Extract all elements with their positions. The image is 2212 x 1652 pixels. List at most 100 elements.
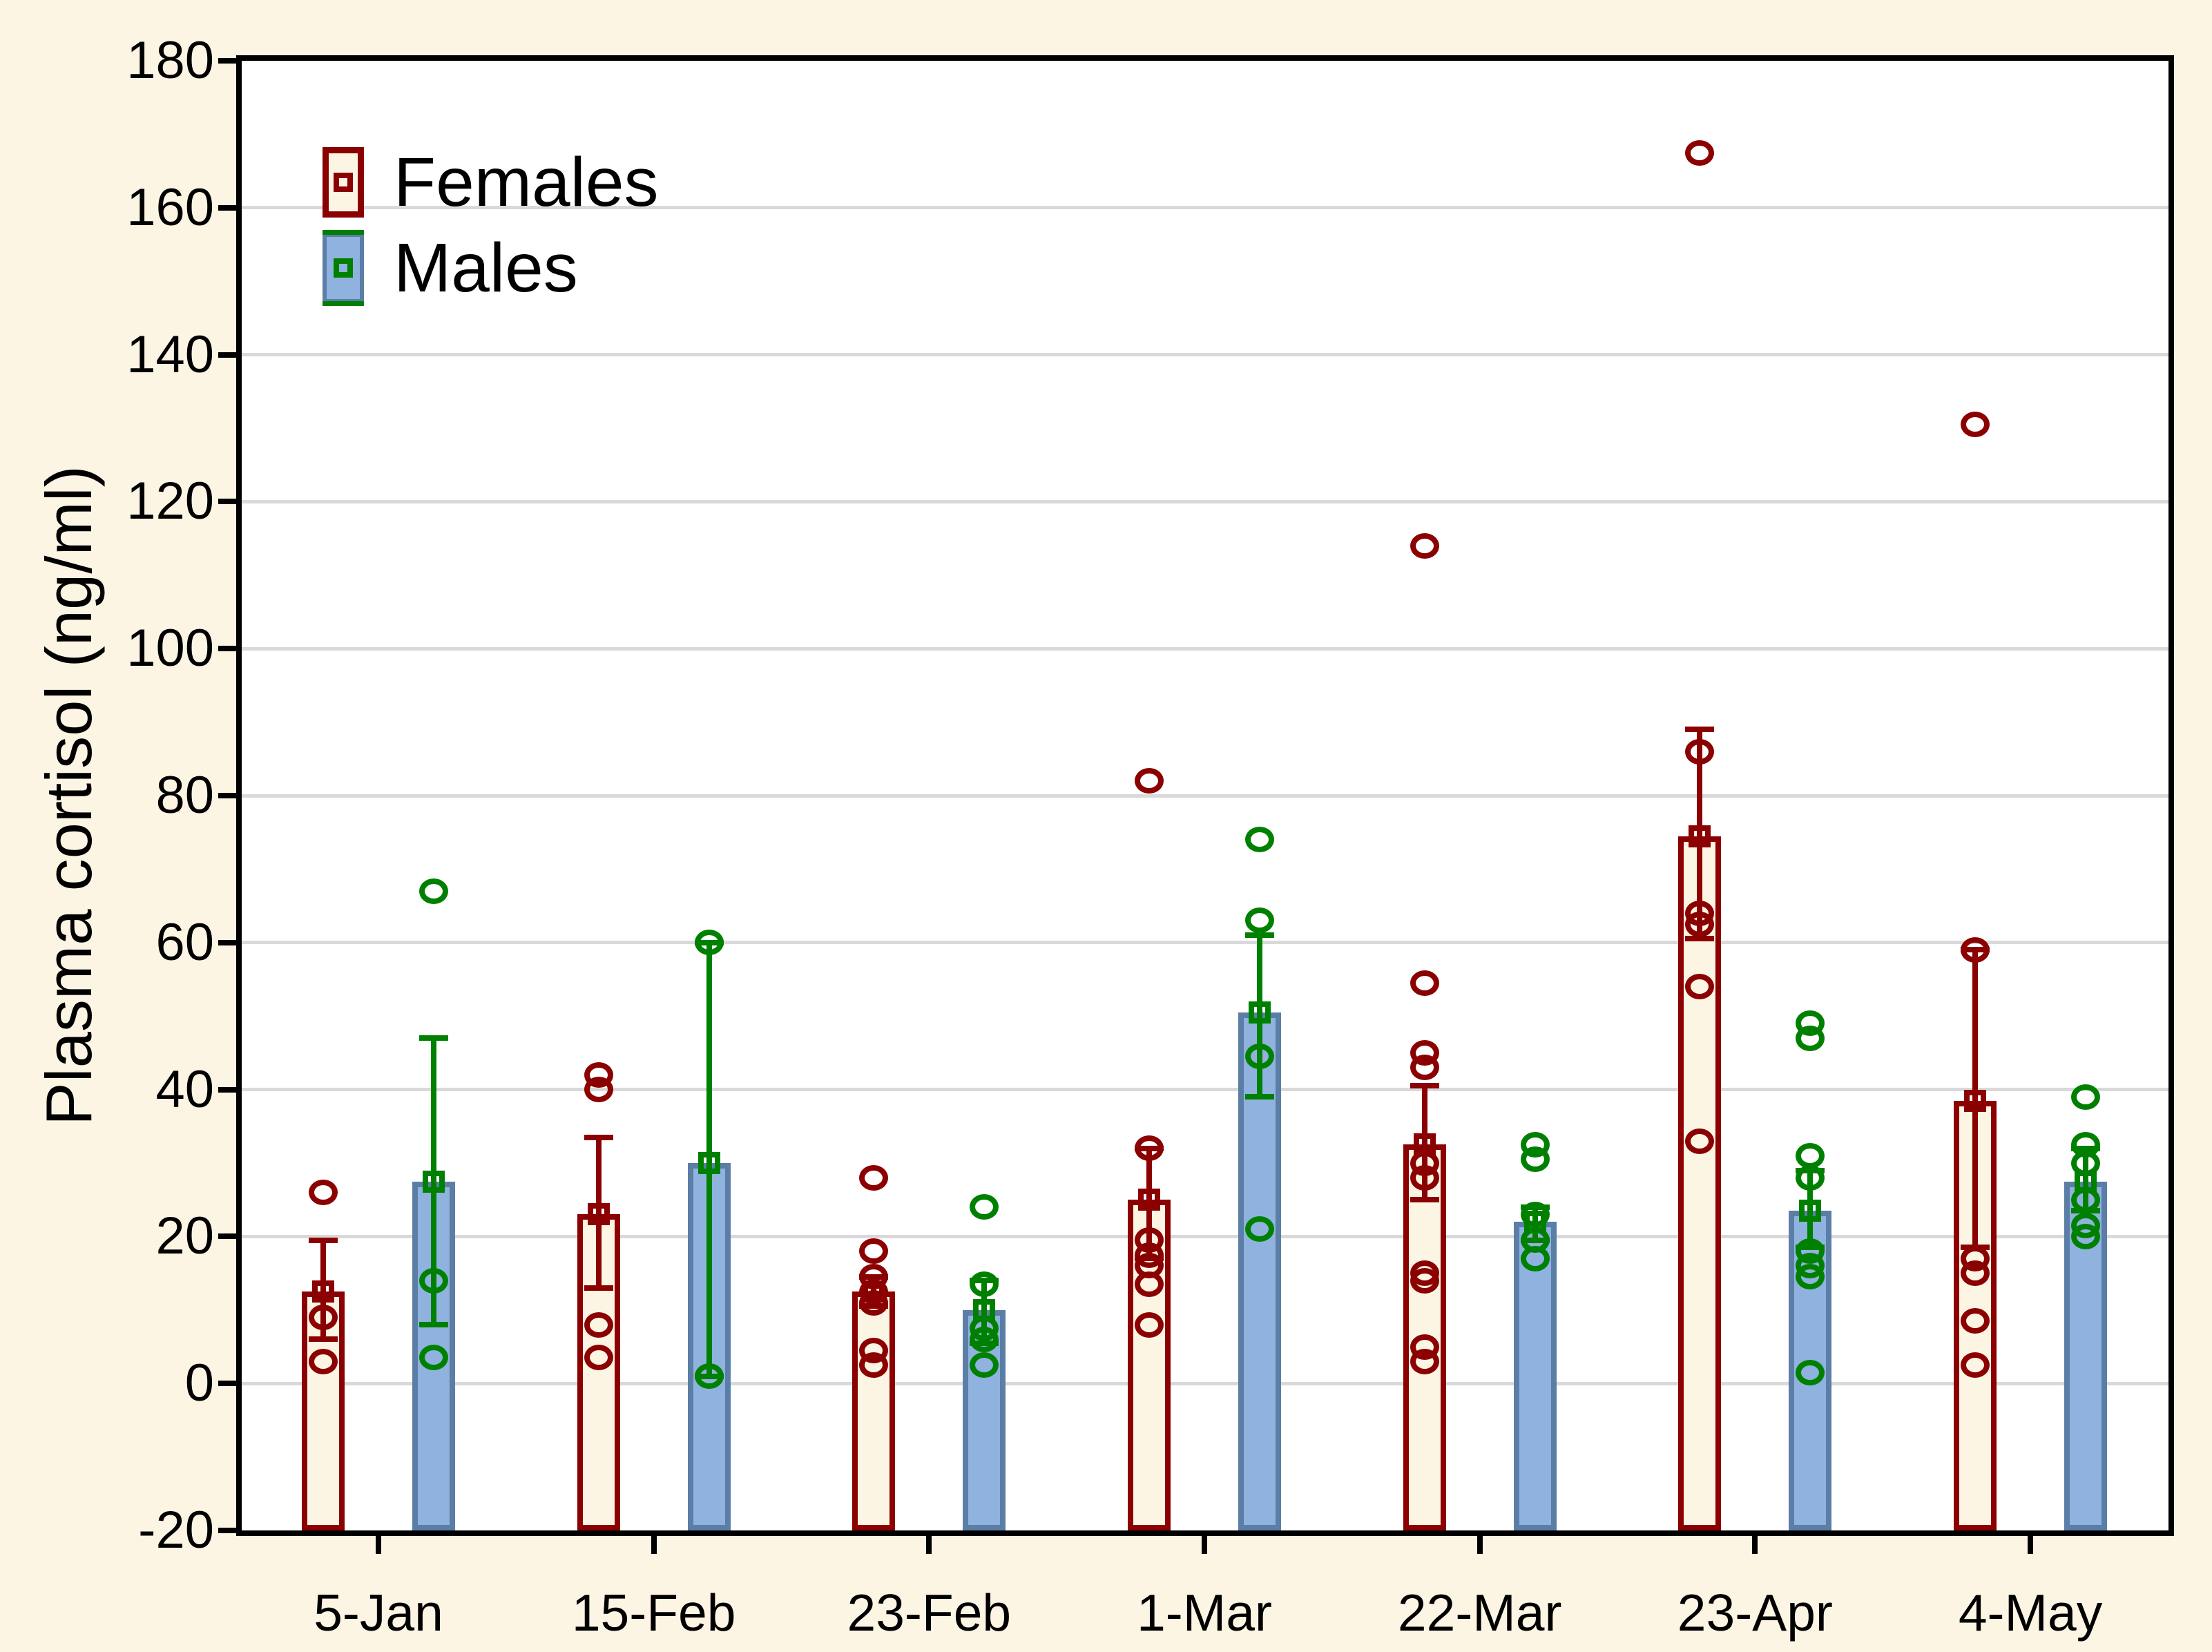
males-data-point-4-May-2 (2071, 1150, 2101, 1176)
gridline-60 (242, 941, 2168, 945)
females-data-point-1-Mar-0 (1135, 768, 1164, 794)
females-data-point-22-Mar-9 (1410, 1348, 1439, 1374)
y-tick-label-0: 0 (184, 1354, 214, 1413)
females-mean-marker-23-Apr (1689, 825, 1711, 847)
females-data-point-1-Mar-1 (1135, 1135, 1164, 1162)
males-data-point-5-Jan-2 (419, 1345, 448, 1371)
males-data-point-4-May-0 (2071, 1084, 2101, 1110)
females-data-point-23-Apr-4 (1685, 974, 1715, 1000)
gridline-160 (242, 206, 2168, 210)
males-error-bar-23-Apr (1807, 1170, 1814, 1248)
x-tick-label-23-Feb: 23-Feb (847, 1584, 1012, 1642)
legend-marker-males (334, 258, 353, 278)
gridline-0 (242, 1381, 2168, 1385)
males-data-point-23-Apr-7 (1796, 1359, 1825, 1385)
females-error-cap-top-15-Feb (584, 1134, 613, 1140)
x-tick-label-23-Apr: 23-Apr (1677, 1584, 1833, 1642)
females-error-bar-1-Mar (1146, 1148, 1152, 1259)
legend-label-females: Females (394, 144, 659, 221)
females-bar-22-Mar (1403, 1144, 1446, 1530)
females-mean-marker-4-May (1964, 1089, 1987, 1112)
males-mean-marker-15-Feb (698, 1152, 720, 1174)
y-tick-80 (218, 793, 236, 798)
y-tick-160 (218, 204, 236, 211)
y-tick-180 (218, 58, 236, 64)
females-data-point-4-May-0 (1961, 412, 1990, 438)
females-data-point-1-Mar-6 (1135, 1312, 1164, 1338)
y-axis-title: Plasma cortisol (ng/ml) (32, 465, 105, 1126)
females-data-point-22-Mar-1 (1410, 970, 1439, 996)
males-error-cap-bottom-1-Mar (1245, 1094, 1274, 1100)
females-error-bar-5-Jan (320, 1240, 326, 1340)
legend-swatch-males-bottom-edge (323, 301, 364, 306)
males-data-point-1-Mar-2 (1245, 1044, 1274, 1070)
x-tick-label-22-Mar: 22-Mar (1397, 1584, 1562, 1642)
males-data-point-23-Feb-3 (970, 1326, 999, 1352)
females-error-cap-top-22-Mar (1410, 1083, 1439, 1089)
males-error-bar-23-Feb (981, 1280, 988, 1343)
females-bar-23-Feb (852, 1291, 896, 1530)
x-tick-1-Mar (1202, 1536, 1207, 1554)
males-error-bar-4-May (2083, 1148, 2089, 1211)
females-data-point-23-Apr-3 (1685, 911, 1715, 937)
females-data-point-22-Mar-5 (1410, 1164, 1439, 1191)
y-tick-label-60: 60 (155, 912, 214, 972)
females-mean-marker-1-Mar (1138, 1189, 1160, 1211)
males-data-point-5-Jan-1 (419, 1267, 448, 1294)
females-data-point-22-Mar-0 (1410, 532, 1439, 559)
y-tick-label-120: 120 (126, 472, 214, 531)
females-error-bar-4-May (1972, 950, 1979, 1248)
males-mean-marker-23-Apr (1799, 1200, 1822, 1222)
males-data-point-22-Mar-4 (1520, 1245, 1550, 1271)
females-data-point-15-Feb-3 (584, 1345, 613, 1371)
males-data-point-15-Feb-1 (694, 1363, 724, 1390)
legend-swatch-males-top-edge (323, 230, 364, 235)
y-tick-140 (218, 352, 236, 358)
gridline-80 (242, 794, 2168, 798)
females-mean-marker-5-Jan (312, 1280, 334, 1303)
males-data-point-5-Jan-0 (419, 878, 448, 904)
males-data-point-1-Mar-3 (1245, 1216, 1274, 1242)
y-tick-label-160: 160 (126, 177, 214, 237)
males-data-point-22-Mar-1 (1520, 1146, 1550, 1173)
y-tick-60 (218, 939, 236, 945)
y-tick-40 (218, 1086, 236, 1093)
gridline-20 (242, 1234, 2168, 1238)
females-mean-marker-15-Feb (587, 1203, 610, 1226)
females-data-point-5-Jan-0 (309, 1180, 338, 1206)
males-error-bar-1-Mar (1257, 935, 1262, 1097)
females-data-point-23-Feb-6 (859, 1352, 889, 1379)
legend-swatch-females (323, 147, 364, 218)
females-error-cap-bottom-5-Jan (309, 1336, 338, 1343)
females-data-point-15-Feb-2 (584, 1312, 613, 1338)
males-data-point-23-Feb-0 (970, 1194, 999, 1220)
females-data-point-15-Feb-1 (584, 1077, 613, 1103)
males-data-point-23-Feb-4 (970, 1352, 999, 1379)
males-mean-marker-1-Mar (1249, 1001, 1271, 1024)
females-data-point-4-May-5 (1961, 1352, 1990, 1379)
x-tick-23-Feb (926, 1536, 932, 1554)
x-tick-label-1-Mar: 1-Mar (1137, 1584, 1272, 1642)
males-data-point-1-Mar-0 (1245, 827, 1274, 853)
females-error-cap-bottom-22-Mar (1410, 1197, 1439, 1203)
y-tick-label-40: 40 (155, 1059, 214, 1119)
x-tick-23-Apr (1752, 1536, 1758, 1554)
gridline-100 (242, 646, 2168, 651)
males-data-point-15-Feb-0 (694, 930, 724, 956)
x-tick-label-5-Jan: 5-Jan (314, 1584, 443, 1642)
legend-swatch-males (323, 233, 364, 303)
y-tick-label-180: 180 (126, 31, 214, 90)
females-data-point-22-Mar-3 (1410, 1055, 1439, 1081)
females-data-point-5-Jan-1 (309, 1304, 338, 1330)
females-data-point-5-Jan-2 (309, 1348, 338, 1374)
females-error-bar-15-Feb (595, 1137, 602, 1288)
x-tick-4-May (2028, 1536, 2034, 1554)
y-tick-label-20: 20 (155, 1207, 214, 1266)
y-tick-100 (218, 646, 236, 652)
males-error-cap-top-5-Jan (419, 1035, 448, 1041)
females-data-point-23-Feb-4 (859, 1289, 889, 1316)
females-bar-23-Apr (1678, 836, 1722, 1530)
y-tick-label--20: -20 (138, 1501, 214, 1559)
females-data-point-23-Apr-1 (1685, 738, 1715, 765)
